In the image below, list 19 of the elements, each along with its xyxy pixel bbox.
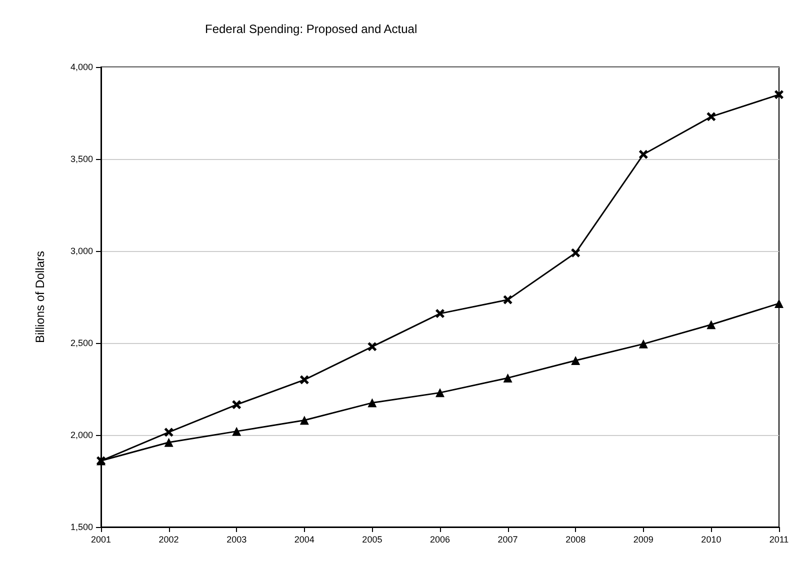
- y-tick-label: 3,500: [70, 154, 93, 164]
- y-axis-title: Billions of Dollars: [33, 250, 47, 344]
- y-tick-label: 4,000: [70, 62, 93, 72]
- chart-title: Federal Spending: Proposed and Actual: [205, 22, 418, 36]
- y-tick-label: 3,000: [70, 246, 93, 256]
- x-tick-label: 2005: [362, 534, 382, 544]
- x-tick-label: 2001: [90, 534, 112, 544]
- y-tick-label: 1,500: [70, 522, 93, 532]
- x-tick-label: 2002: [158, 534, 179, 544]
- x-tick-label: 2008: [566, 534, 586, 544]
- x-tick-label: 2010: [701, 534, 722, 544]
- x-tick-label: 2006: [430, 534, 450, 544]
- x-tick-label: 2003: [226, 534, 247, 544]
- y-tick-label: 2,000: [70, 430, 93, 440]
- y-tick-label: 2,500: [70, 338, 93, 348]
- x-tick-label: 2009: [633, 534, 654, 544]
- x-tick-label: 2011: [769, 534, 789, 544]
- x-tick-label: 2004: [294, 534, 314, 544]
- x-tick-label: 2007: [498, 534, 518, 544]
